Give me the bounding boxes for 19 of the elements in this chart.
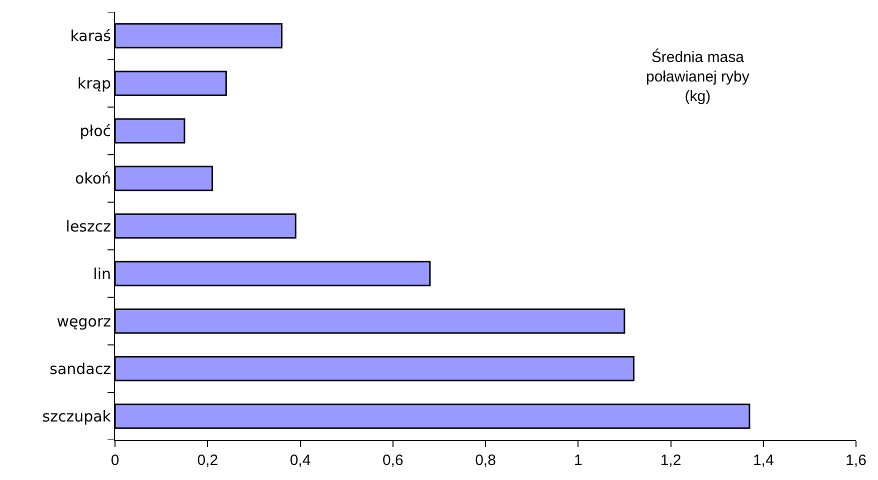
x-tick-label: 1,6 [846, 452, 866, 469]
x-tick-label: 1,2 [660, 452, 682, 469]
y-tick-label: lin [93, 264, 111, 283]
y-tick-label: węgorz [56, 312, 112, 330]
y-tick-label: karaś [70, 27, 112, 46]
y-tick-label: sandacz [50, 360, 112, 378]
x-tick-label: 0 [110, 452, 120, 469]
x-tick-label: 0,4 [290, 452, 311, 469]
y-tick-label: okoń [74, 170, 111, 188]
x-tick-label: 0,6 [382, 452, 404, 469]
x-tick-label: 1,4 [752, 452, 774, 469]
y-tick-label: leszcz [66, 217, 112, 236]
y-tick-label: krąp [77, 74, 111, 93]
x-tick-label: 0,2 [197, 452, 218, 469]
x-tick-label: 1 [574, 452, 582, 469]
annotation: Średnia masa poławianej ryby (kg) [646, 48, 750, 105]
x-tick-label: 0,8 [475, 452, 496, 469]
y-tick-label: szczupak [42, 407, 112, 426]
y-tick-label: płoć [80, 122, 111, 140]
